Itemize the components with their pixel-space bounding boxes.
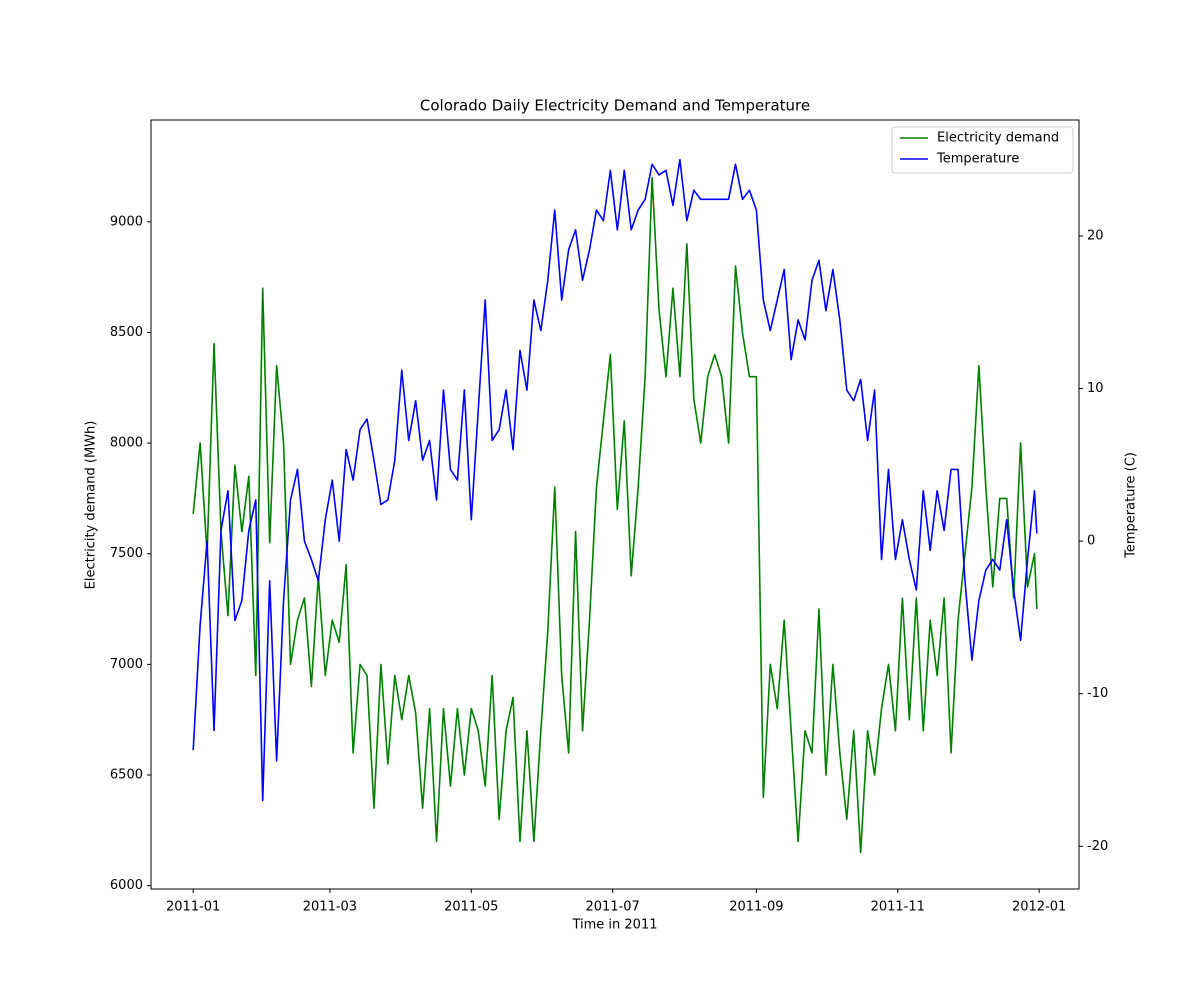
legend-label: Temperature <box>936 152 1019 167</box>
y2-tick-label: 20 <box>1087 228 1104 243</box>
series-line <box>192 176 1038 854</box>
y-tick-label: 7000 <box>110 657 143 672</box>
y-tick-label: 8500 <box>110 325 143 340</box>
y-axis-label: Electricity demand (MWh) <box>84 421 99 590</box>
x-tick-label: 2011-07 <box>586 900 640 915</box>
x-tick-label: 2011-01 <box>166 900 220 915</box>
y-tick-label: 6000 <box>110 878 143 893</box>
y2-tick-label: -20 <box>1087 839 1108 854</box>
x-tick-label: 2011-11 <box>871 900 925 915</box>
x-tick-label: 2011-09 <box>729 900 783 915</box>
series-line <box>192 158 1038 802</box>
y-tick-label: 9000 <box>110 214 143 229</box>
y-tick-label: 7500 <box>110 546 143 561</box>
y-tick-label: 6500 <box>110 768 143 783</box>
x-tick-label: 2011-05 <box>444 900 498 915</box>
plot-frame <box>150 119 1080 890</box>
y-tick-label: 8000 <box>110 436 143 451</box>
y2-tick-label: 10 <box>1087 381 1104 396</box>
chart-title: Colorado Daily Electricity Demand and Te… <box>420 97 810 115</box>
y2-axis-label: Temperature (C) <box>1124 452 1139 559</box>
x-tick-label: 2012-01 <box>1012 900 1066 915</box>
y2-tick-label: -10 <box>1087 686 1108 701</box>
x-tick-label: 2011-03 <box>303 900 357 915</box>
x-axis-label: Time in 2011 <box>571 918 657 933</box>
legend-label: Electricity demand <box>937 131 1059 146</box>
y2-tick-label: 0 <box>1087 534 1095 549</box>
legend-box <box>891 126 1074 174</box>
